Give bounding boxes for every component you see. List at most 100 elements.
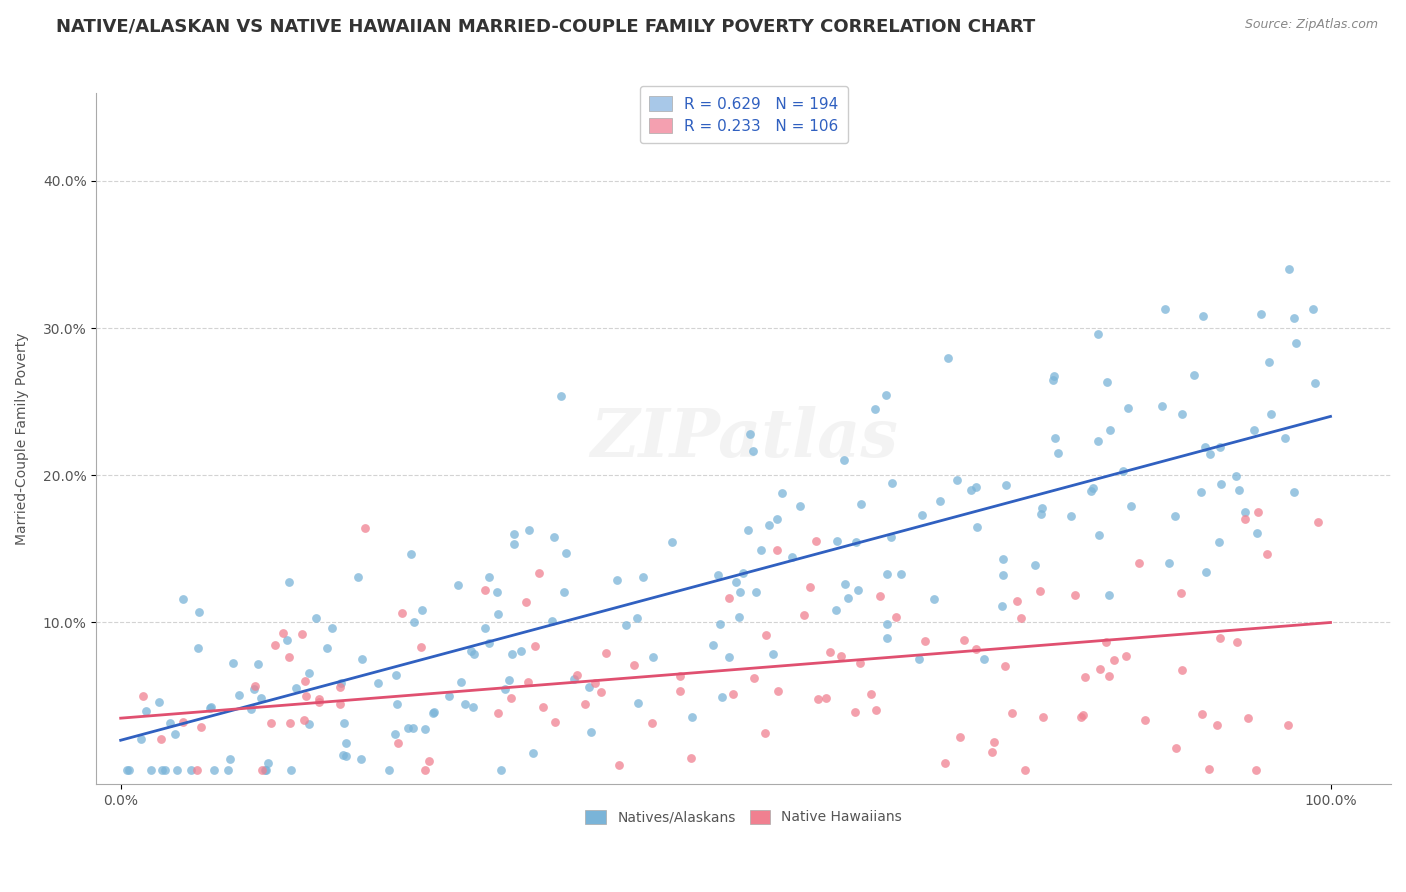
Point xyxy=(148,695,170,709)
Point xyxy=(830,649,852,664)
Point xyxy=(350,752,373,766)
Point xyxy=(738,426,761,441)
Point xyxy=(172,592,194,607)
Point xyxy=(1097,669,1119,683)
Point xyxy=(922,591,945,606)
Point xyxy=(1031,500,1053,515)
Point xyxy=(834,576,856,591)
Point xyxy=(278,575,301,590)
Point xyxy=(754,725,776,739)
Point xyxy=(991,552,1014,566)
Point xyxy=(711,690,734,705)
Point xyxy=(180,763,202,777)
Point xyxy=(1302,301,1324,316)
Point xyxy=(200,700,222,714)
Point xyxy=(1090,662,1112,676)
Point xyxy=(1042,373,1064,387)
Point xyxy=(1115,648,1137,663)
Point xyxy=(724,575,747,590)
Point xyxy=(768,683,790,698)
Point xyxy=(876,567,898,582)
Point xyxy=(150,763,173,777)
Point xyxy=(1250,307,1272,321)
Point xyxy=(875,388,897,402)
Point xyxy=(131,689,153,703)
Point xyxy=(770,486,793,500)
Point xyxy=(378,763,401,777)
Point xyxy=(186,763,208,777)
Point xyxy=(159,716,181,731)
Point xyxy=(1059,508,1081,523)
Point xyxy=(1007,594,1029,608)
Point xyxy=(565,668,588,682)
Point xyxy=(793,607,815,622)
Point xyxy=(1274,431,1296,445)
Point xyxy=(523,639,546,653)
Text: NATIVE/ALASKAN VS NATIVE HAWAIIAN MARRIED-COUPLE FAMILY POVERTY CORRELATION CHAR: NATIVE/ALASKAN VS NATIVE HAWAIIAN MARRIE… xyxy=(56,18,1035,36)
Point xyxy=(321,621,343,635)
Point xyxy=(707,567,730,582)
Point xyxy=(329,698,352,712)
Point xyxy=(278,715,301,730)
Point xyxy=(308,694,330,708)
Point xyxy=(1282,310,1305,325)
Point xyxy=(332,747,354,762)
Point xyxy=(880,476,903,491)
Point xyxy=(454,697,477,711)
Point xyxy=(844,705,866,719)
Point xyxy=(254,763,277,777)
Point xyxy=(993,568,1015,582)
Point xyxy=(1171,407,1194,421)
Point xyxy=(155,763,177,777)
Point xyxy=(485,585,508,599)
Point xyxy=(499,690,522,705)
Point xyxy=(869,589,891,603)
Point xyxy=(945,473,967,487)
Point xyxy=(949,730,972,744)
Point xyxy=(1001,706,1024,720)
Point xyxy=(1191,706,1213,721)
Point xyxy=(461,699,484,714)
Point xyxy=(295,689,318,703)
Point xyxy=(217,763,239,777)
Point xyxy=(510,644,533,658)
Point xyxy=(721,687,744,701)
Point xyxy=(391,607,413,621)
Point xyxy=(1209,631,1232,645)
Point xyxy=(914,634,936,648)
Point xyxy=(1257,355,1279,369)
Point xyxy=(1199,446,1222,460)
Point xyxy=(755,628,778,642)
Point xyxy=(1070,710,1092,724)
Point xyxy=(623,657,645,672)
Point xyxy=(626,611,648,625)
Point xyxy=(1182,368,1205,382)
Point xyxy=(606,574,628,588)
Point xyxy=(1133,713,1156,727)
Point xyxy=(929,494,952,508)
Point xyxy=(243,681,266,696)
Point xyxy=(1087,528,1109,542)
Point xyxy=(399,547,422,561)
Point xyxy=(731,566,754,580)
Point xyxy=(298,717,321,731)
Point xyxy=(305,611,328,625)
Point xyxy=(346,570,368,584)
Point xyxy=(264,638,287,652)
Point xyxy=(908,652,931,666)
Point xyxy=(165,727,187,741)
Point xyxy=(117,763,139,777)
Point xyxy=(450,675,472,690)
Point xyxy=(353,521,375,535)
Point xyxy=(859,687,882,701)
Point xyxy=(260,715,283,730)
Point xyxy=(965,642,987,657)
Point xyxy=(1229,483,1251,497)
Point xyxy=(789,499,811,513)
Point xyxy=(1010,610,1032,624)
Point xyxy=(447,578,470,592)
Point xyxy=(135,704,157,718)
Point xyxy=(1029,507,1052,521)
Point xyxy=(501,647,523,661)
Point xyxy=(1095,635,1118,649)
